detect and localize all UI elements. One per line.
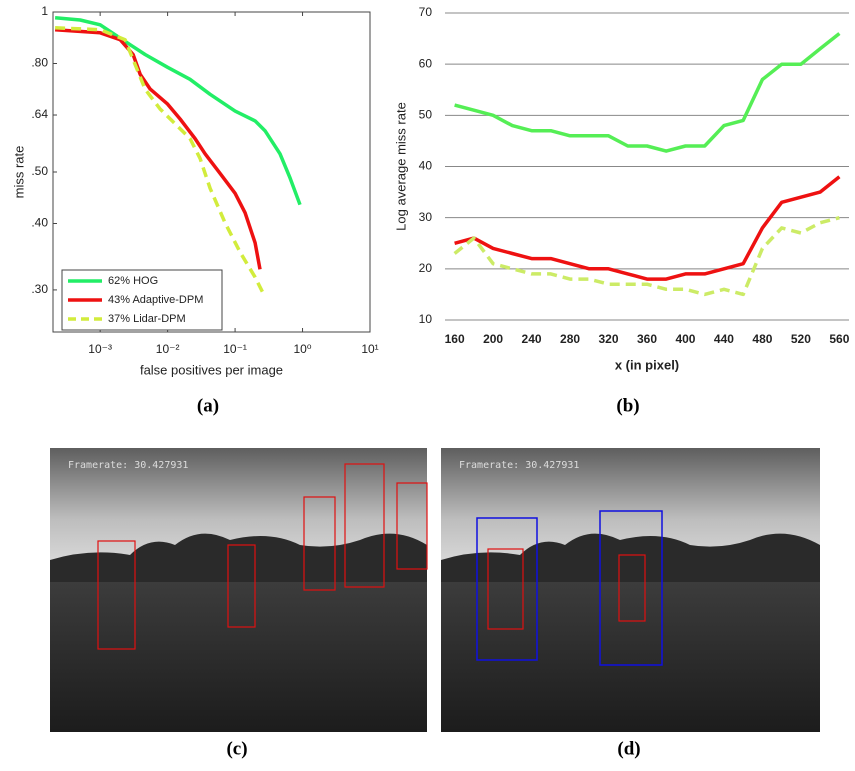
caption: (d) <box>617 738 640 759</box>
x-tick-label: 560 <box>829 332 849 346</box>
x-tick-label: 320 <box>599 332 619 346</box>
y-tick-label: 60 <box>419 56 433 70</box>
y-tick-label: .30 <box>31 282 48 296</box>
x-tick-label: 280 <box>560 332 580 346</box>
y-tick-label: 70 <box>419 5 433 19</box>
series-line <box>55 26 267 298</box>
y-axis-label: Log average miss rate <box>393 102 408 231</box>
x-tick-label: 360 <box>637 332 657 346</box>
caption: (c) <box>226 738 247 759</box>
x-tick-label: 440 <box>714 332 734 346</box>
legend-label: 62% HOG <box>108 275 158 287</box>
x-tick-label: 10¹ <box>361 342 378 356</box>
y-axis-label: miss rate <box>11 146 26 199</box>
caption: (b) <box>616 395 639 416</box>
overlay-text: Framerate: 30.427931 <box>459 460 579 471</box>
series-line <box>454 175 841 281</box>
y-tick-label: 40 <box>419 159 433 173</box>
series-line <box>453 216 840 297</box>
y-tick-label: 30 <box>419 210 433 224</box>
series-line <box>54 16 302 206</box>
overlay-text: Framerate: 30.427931 <box>68 460 188 471</box>
x-axis-label: x (in pixel) <box>615 357 679 372</box>
series-line <box>454 32 841 153</box>
series-line <box>54 27 262 270</box>
y-tick-label: 50 <box>419 108 433 122</box>
x-tick-label: 200 <box>483 332 503 346</box>
photo-c: Framerate: 30.427931 <box>50 448 428 732</box>
y-tick-label: 20 <box>419 261 433 275</box>
x-tick-label: 480 <box>752 332 772 346</box>
x-tick-label: 160 <box>445 332 465 346</box>
legend-label: 37% Lidar-DPM <box>108 313 186 325</box>
x-tick-label: 520 <box>791 332 811 346</box>
y-tick-label: 10 <box>419 312 433 326</box>
caption: (a) <box>197 395 219 416</box>
x-tick-label: 400 <box>675 332 695 346</box>
x-tick-label: 10⁻¹ <box>223 342 247 356</box>
y-tick-label: .80 <box>31 56 48 70</box>
y-tick-label: .40 <box>31 216 48 230</box>
y-tick-label: .50 <box>31 164 48 178</box>
x-tick-label: 10⁻³ <box>88 342 112 356</box>
y-tick-label: .64 <box>31 107 48 121</box>
y-tick-label: 1 <box>41 4 48 18</box>
legend-label: 43% Adaptive-DPM <box>108 294 203 306</box>
x-tick-label: 10⁰ <box>293 342 311 356</box>
photo-d: Framerate: 30.427931 <box>441 448 820 732</box>
x-axis-label: false positives per image <box>140 362 283 377</box>
x-tick-label: 10⁻² <box>156 342 180 356</box>
x-tick-label: 240 <box>522 332 542 346</box>
